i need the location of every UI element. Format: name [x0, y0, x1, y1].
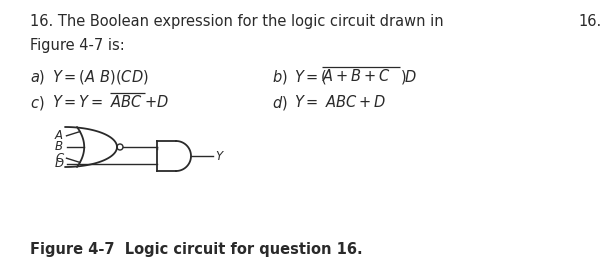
- Text: 16.: 16.: [578, 14, 601, 29]
- Text: Figure 4-7  Logic circuit for question 16.: Figure 4-7 Logic circuit for question 16…: [30, 242, 363, 257]
- Text: $Y = Y=$: $Y = Y=$: [52, 94, 104, 110]
- Text: B: B: [55, 140, 63, 153]
- Text: $A+B+C$: $A+B+C$: [322, 68, 391, 84]
- Text: $a)$: $a)$: [30, 68, 45, 86]
- Text: $c)$: $c)$: [30, 94, 44, 112]
- Text: Figure 4-7 is:: Figure 4-7 is:: [30, 38, 125, 53]
- Text: $b)$: $b)$: [272, 68, 287, 86]
- Text: $Y=\ ABC + D$: $Y=\ ABC + D$: [294, 94, 386, 110]
- Text: D: D: [55, 157, 64, 170]
- Text: $Y=($: $Y=($: [294, 68, 327, 86]
- Text: $Y = (A\ B)(CD)$: $Y = (A\ B)(CD)$: [52, 68, 149, 86]
- Text: 16. The Boolean expression for the logic circuit drawn in: 16. The Boolean expression for the logic…: [30, 14, 444, 29]
- Text: $)D$: $)D$: [400, 68, 417, 86]
- Text: $Y$: $Y$: [215, 149, 225, 163]
- Text: $ABC$: $ABC$: [110, 94, 143, 110]
- Text: $d)$: $d)$: [272, 94, 287, 112]
- Text: $+D$: $+D$: [145, 94, 169, 110]
- Text: A: A: [55, 129, 63, 142]
- Text: C: C: [55, 152, 63, 165]
